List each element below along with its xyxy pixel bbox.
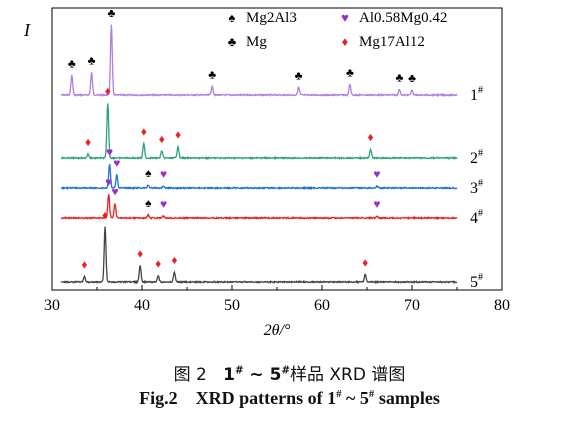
series-label: 3# xyxy=(470,178,483,197)
series-label: 2# xyxy=(470,148,483,167)
peak-marker: ♦ xyxy=(368,130,374,144)
peak-marker: ♣ xyxy=(395,70,403,84)
legend-symbol: ♥ xyxy=(341,10,349,25)
caption-zh-rest: 样品 XRD 谱图 xyxy=(289,365,406,385)
peak-marker: ♦ xyxy=(159,132,165,146)
plot-frame xyxy=(51,7,503,291)
caption-zh-prefix: 图 2 xyxy=(173,365,207,385)
peak-marker: ♣ xyxy=(408,71,416,85)
series-label: 5# xyxy=(470,272,483,291)
plot-border xyxy=(51,7,503,291)
peak-marker: ♦ xyxy=(141,125,147,139)
peak-marker: ♥ xyxy=(106,145,113,159)
legend-label: Al0.58Mg0.42 xyxy=(359,10,447,26)
peak-marker: ♥ xyxy=(373,197,380,211)
peak-marker: ♣ xyxy=(346,66,354,80)
series-label: 4# xyxy=(470,208,483,227)
caption-en-suffix: samples xyxy=(378,388,440,408)
x-tick-label: 80 xyxy=(494,297,510,314)
axes: 30 40 50 60 70 80 2θ/° I xyxy=(23,20,510,339)
peak-marker: ♥ xyxy=(160,167,167,181)
peak-marker: ♦ xyxy=(137,247,143,261)
series-line xyxy=(60,24,458,98)
peak-marker: ♦ xyxy=(171,253,177,267)
caption-zh-range: 1# ~ 5# xyxy=(223,365,290,385)
legend-symbol: ♠ xyxy=(229,10,236,25)
peak-marker: ♠ xyxy=(145,196,152,210)
peak-marker: ♥ xyxy=(373,167,380,181)
caption-en-text: XRD patterns of xyxy=(195,388,323,408)
caption-english: Fig.2 XRD patterns of 1# ~ 5# samples xyxy=(139,388,440,408)
series-line xyxy=(60,103,458,161)
peak-marker: ♦ xyxy=(102,208,108,222)
series-line xyxy=(60,194,458,221)
peak-marker: ♠ xyxy=(145,166,152,180)
series-line xyxy=(60,226,458,285)
peak-markers: ♣ ♣♣♣ ♣ ♣ ♣ ♣♦♦♦♦ ♦ ♦♥♥♠ ♥ ♥♥♥♠ ♥ ♥♦♦♦♦ ♦ ♦ xyxy=(68,6,416,272)
peak-marker: ♣ xyxy=(208,68,216,82)
y-axis-label: I xyxy=(23,20,31,40)
peak-marker: ♥ xyxy=(113,156,120,170)
series-line xyxy=(60,163,458,191)
x-tick-label: 70 xyxy=(404,297,420,314)
peak-marker: ♣ xyxy=(88,54,96,68)
peak-marker: ♦ xyxy=(155,256,161,270)
caption-chinese: 图 2 1# ~ 5#样品 XRD 谱图 xyxy=(0,360,579,385)
x-tick-label: 30 xyxy=(44,297,60,314)
series-label: 1# xyxy=(470,85,483,104)
peak-marker: ♣ xyxy=(107,6,115,20)
legend-symbol: ♣ xyxy=(228,34,237,49)
legend-symbol: ♦ xyxy=(342,34,349,49)
peak-marker: ♥ xyxy=(111,185,118,199)
peak-marker: ♦ xyxy=(362,255,368,269)
peak-marker: ♦ xyxy=(175,127,181,141)
peak-marker: ♣ xyxy=(68,56,76,70)
caption-en-prefix: Fig.2 xyxy=(139,388,178,408)
peak-marker: ♣ xyxy=(295,68,303,82)
series-layer: 1# 2# 3# 4# 5# xyxy=(60,24,483,291)
x-tick-label: 50 xyxy=(224,297,240,314)
legend-label: Mg17Al12 xyxy=(359,34,425,50)
legend-label: Mg xyxy=(246,34,267,50)
x-tick-label: 40 xyxy=(134,297,150,314)
peak-marker: ♥ xyxy=(160,197,167,211)
x-tick-label: 60 xyxy=(314,297,330,314)
x-axis-label: 2θ/° xyxy=(264,322,291,339)
peak-marker: ♦ xyxy=(105,84,111,98)
legend: ♠ Mg2Al3 ♥ Al0.58Mg0.42 ♣ Mg ♦ Mg17Al12 xyxy=(228,10,448,50)
peak-marker: ♦ xyxy=(85,135,91,149)
legend-label: Mg2Al3 xyxy=(246,10,297,26)
peak-marker: ♥ xyxy=(105,175,112,189)
peak-marker: ♦ xyxy=(81,258,87,272)
